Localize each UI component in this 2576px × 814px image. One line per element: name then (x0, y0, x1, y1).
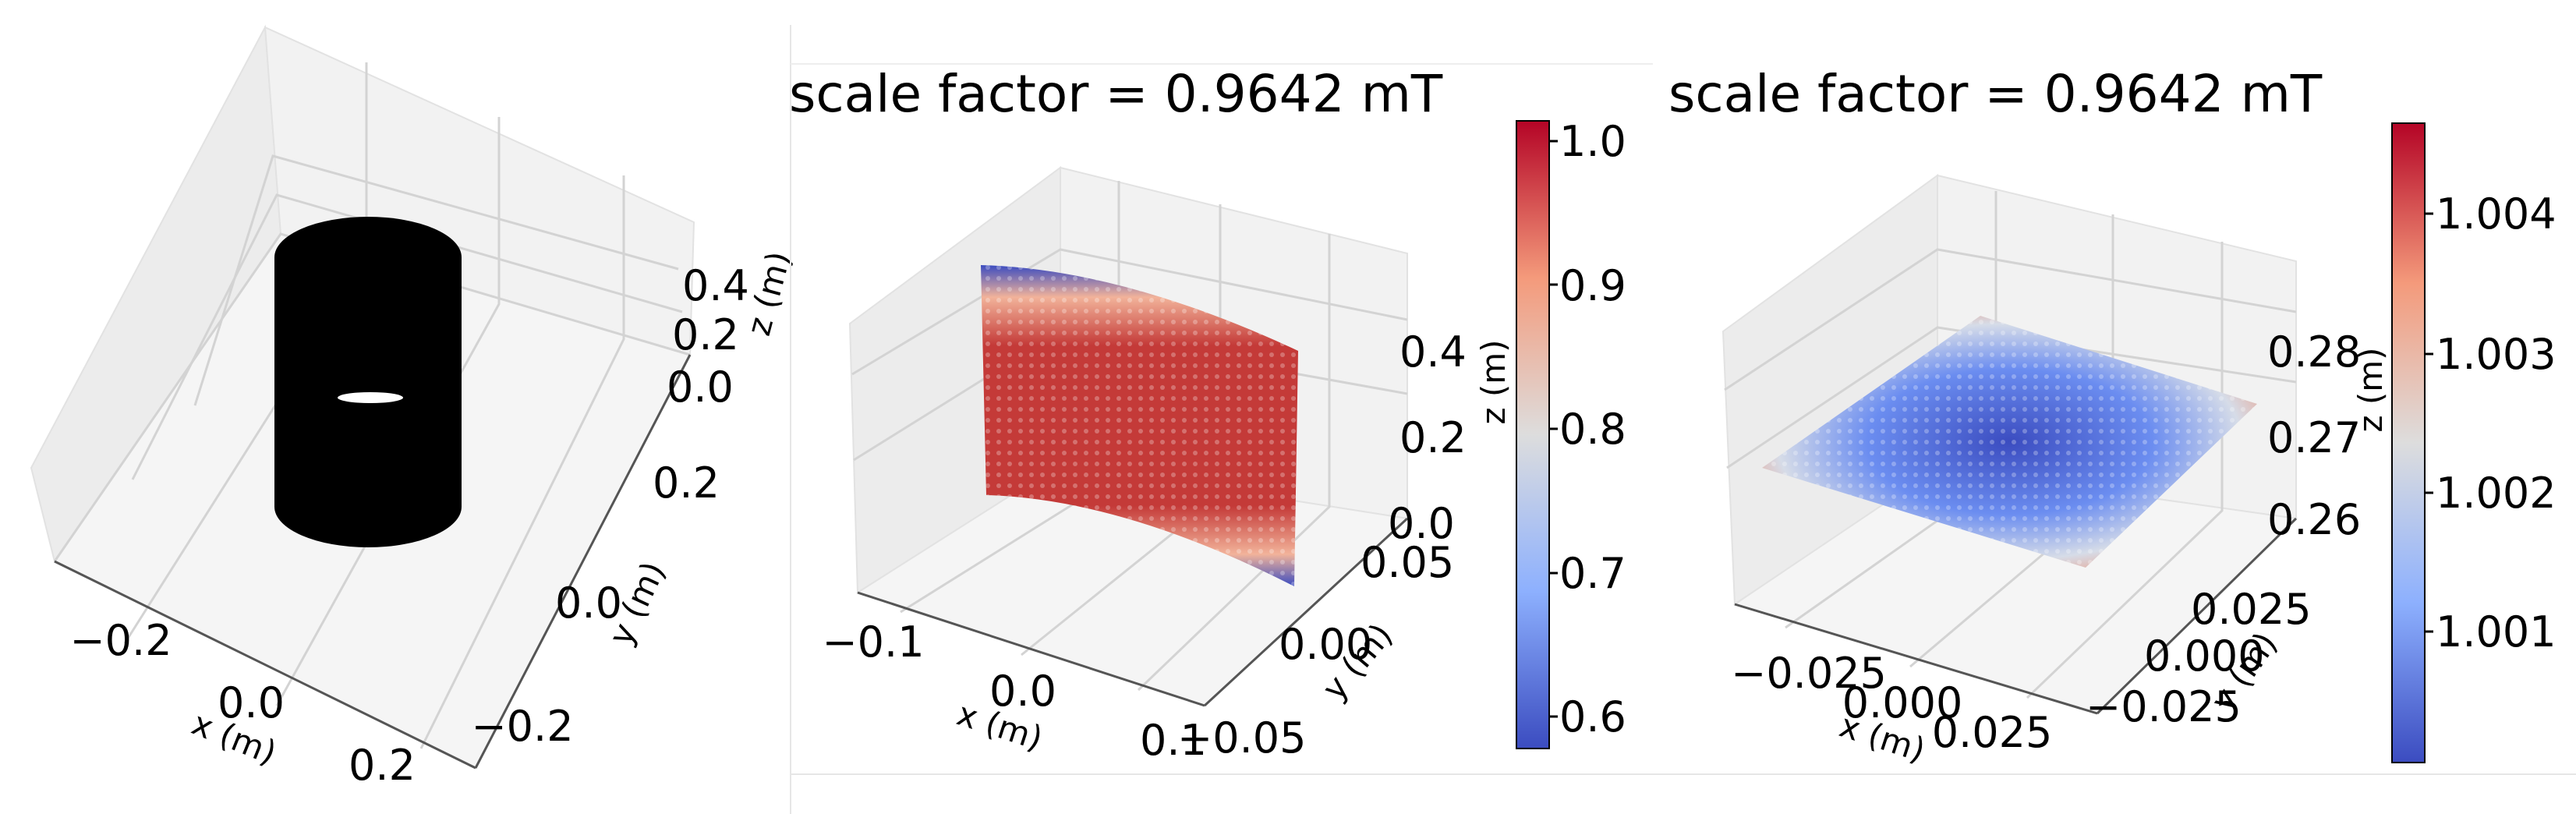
p3-x-tick: 0.025 (1932, 708, 2053, 757)
p3-x-tick: −0.025 (1731, 649, 1887, 698)
panel-2: scale factor = 0.9642 mT −0.1 0.0 0.1 x … (789, 64, 1626, 765)
p1-y-tick: −0.2 (471, 702, 573, 751)
colorbar-3-ticks: 1.004 1.003 1.002 1.001 (2425, 189, 2557, 657)
coil-top-cap (274, 217, 462, 298)
panel-1-grid (53, 62, 691, 749)
field-plane-horizontal-dots (1762, 316, 2257, 568)
panel-2-y-ticks: 0.05 0.00 −0.05 (1177, 538, 1454, 763)
colorbar-2-tick: 1.0 (1559, 117, 1626, 166)
panel-3-y-ticks: 0.025 0.000 −0.025 (2086, 585, 2312, 731)
p2-y-tick: −0.05 (1177, 713, 1306, 763)
p2-x-tick: 0.0 (989, 667, 1056, 716)
colorbar-2-ticks: 1.0 0.9 0.8 0.7 0.6 (1549, 117, 1626, 741)
panel-2-z-ticks: 0.4 0.2 0.0 (1388, 327, 1467, 548)
colorbar-3: 1.004 1.003 1.002 1.001 (2391, 122, 2557, 763)
colorbar-3-tick: 1.001 (2436, 607, 2557, 657)
panel-2-title: scale factor = 0.9642 mT (789, 64, 1443, 124)
p1-z-tick: 0.2 (672, 310, 739, 359)
p3-z-tick: 0.27 (2267, 413, 2361, 462)
colorbar-3-tick: 1.003 (2436, 330, 2557, 379)
p3-z-tick: 0.26 (2267, 495, 2361, 544)
colorbar-2-gradient (1516, 120, 1550, 749)
colorbar-2-tick: 0.7 (1559, 549, 1626, 598)
p3-z-label: z (m) (2351, 347, 2390, 432)
p3-y-tick: 0.025 (2191, 585, 2312, 634)
p1-y-tick: 0.0 (555, 579, 622, 628)
p1-x-tick: 0.2 (349, 741, 416, 790)
p2-z-label: z (m) (1474, 339, 1513, 424)
panel-3-title: scale factor = 0.9642 mT (1668, 64, 2323, 124)
p2-y-tick: 0.00 (1279, 620, 1372, 669)
panel-3-x-ticks: −0.025 0.000 0.025 (1731, 649, 2052, 757)
p2-z-tick: 0.2 (1399, 413, 1467, 462)
colorbar-2-tick: 0.6 (1559, 692, 1626, 741)
colorbar-3-gradient (2391, 122, 2426, 763)
p2-x-tick: 0.1 (1140, 716, 1207, 765)
p3-y-tick: 0.000 (2144, 632, 2265, 681)
colorbar-2: 1.0 0.9 0.8 0.7 0.6 (1516, 117, 1626, 749)
p3-y-tick: −0.025 (2086, 682, 2242, 731)
p1-y-tick: 0.2 (653, 458, 720, 508)
panel-1-y-ticks: 0.2 0.0 −0.2 (471, 458, 720, 751)
p2-y-tick: 0.05 (1361, 538, 1454, 587)
panel-1-x-ticks: −0.2 0.0 0.2 (69, 616, 416, 790)
panel-1: −0.2 0.0 0.2 x (m) 0.2 0.0 −0.2 y (m) 0.… (30, 24, 798, 790)
coil-body (274, 257, 462, 507)
field-plane-vertical (981, 265, 1298, 586)
coil (274, 217, 462, 547)
p1-z-tick: 0.0 (667, 363, 734, 412)
colorbar-2-tick: 0.8 (1559, 405, 1626, 454)
coil-gap (338, 392, 403, 403)
panel-3-grid (1724, 191, 2297, 699)
coil-bottom-cap (274, 466, 462, 547)
panel-3-z-ticks: 0.28 0.27 0.26 (2267, 327, 2361, 544)
p1-x-tick: 0.0 (218, 678, 285, 727)
p1-x-tick: −0.2 (69, 616, 172, 665)
panel-2-x-ticks: −0.1 0.0 0.1 (822, 618, 1207, 765)
field-plane-vertical-dots (981, 265, 1298, 586)
p2-z-tick: 0.0 (1388, 499, 1455, 548)
p2-z-tick: 0.4 (1399, 327, 1467, 377)
p3-x-tick: 0.000 (1842, 678, 1963, 727)
colorbar-3-tick: 1.002 (2436, 469, 2557, 518)
panel-1-z-ticks: 0.4 0.2 0.0 (667, 261, 749, 412)
colorbar-3-tick: 1.004 (2436, 189, 2557, 239)
field-plane-horizontal (1762, 316, 2257, 568)
p3-z-tick: 0.28 (2267, 327, 2361, 377)
p1-z-tick: 0.4 (682, 261, 749, 310)
p2-x-tick: −0.1 (822, 618, 924, 667)
panel-3: scale factor = 0.9642 mT −0.025 0.000 0.… (1668, 64, 2557, 770)
colorbar-2-tick: 0.9 (1559, 261, 1626, 310)
